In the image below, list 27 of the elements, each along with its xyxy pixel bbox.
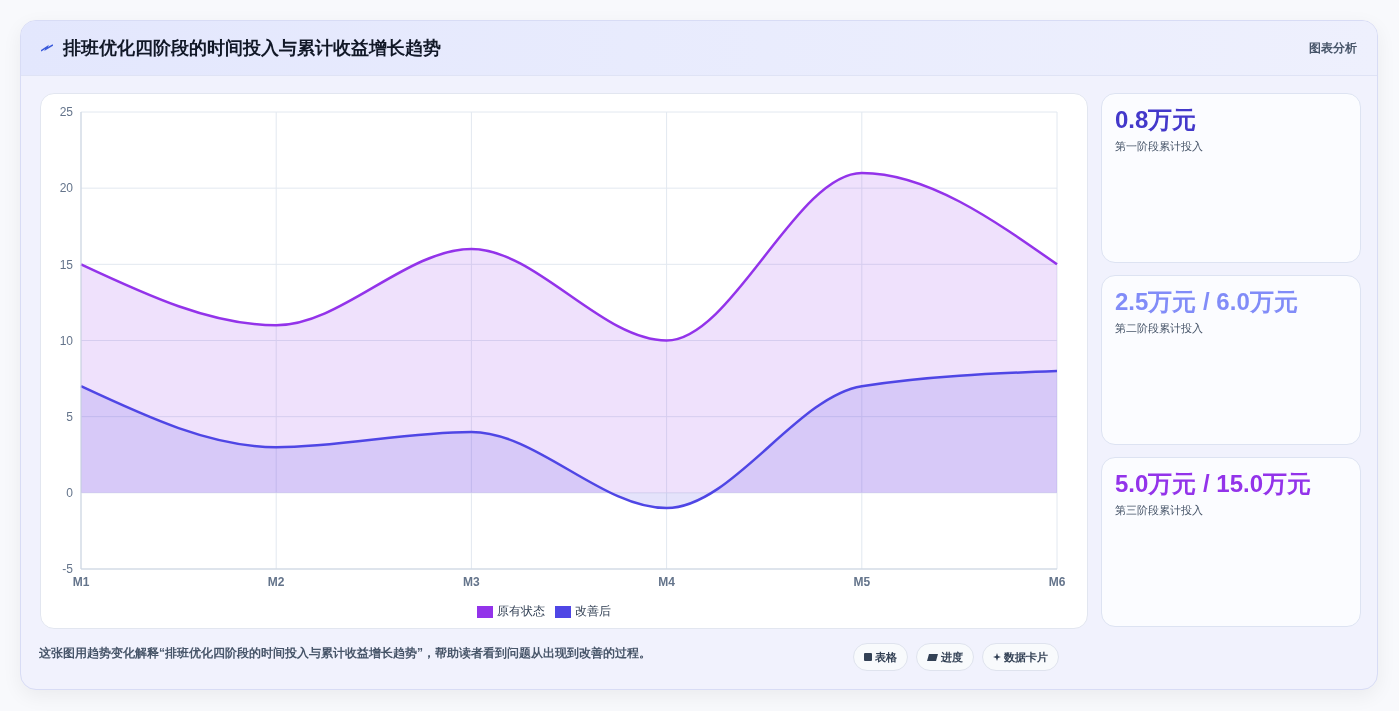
text: 2.5万元 / 6.0万元	[1115, 287, 1298, 317]
legend-label: 原有状态	[497, 604, 545, 618]
y-tick-label: 0	[66, 486, 74, 501]
y-tick-label: -5	[62, 562, 74, 577]
text: 第二阶段累计投入	[1115, 321, 1203, 336]
x-tick-label: M3	[463, 574, 481, 589]
text: 0.8万元	[1115, 105, 1197, 135]
chart-title: 排班优化四阶段的时间投入与累计收益增长趋势	[63, 37, 441, 60]
x-tick-label: M1	[72, 574, 90, 589]
y-tick-label: 20	[59, 181, 74, 196]
y-tick-label: 5	[66, 409, 74, 424]
text: 图表分析	[1309, 39, 1357, 57]
x-tick-label: M2	[267, 574, 285, 589]
x-tick-label: M4	[658, 574, 676, 589]
text: 数据卡片	[1004, 649, 1048, 665]
text: 5.0万元 / 15.0万元	[1115, 469, 1312, 499]
text: 这张图用趋势变化解释“排班优化四阶段的时间投入与累计收益增长趋势”，帮助读者看到问题从出现到改善的过程。	[39, 645, 651, 662]
legend-label: 改善后	[575, 604, 611, 618]
text: 表格	[875, 649, 897, 665]
y-tick-label: 15	[59, 257, 74, 272]
x-tick-label: M5	[853, 574, 871, 589]
x-tick-label: M6	[1048, 574, 1066, 589]
text: 第三阶段累计投入	[1115, 503, 1203, 518]
text: 第一阶段累计投入	[1115, 139, 1203, 154]
y-tick-label: 10	[59, 333, 74, 348]
text: 进度	[941, 649, 963, 665]
y-tick-label: 25	[59, 105, 74, 120]
